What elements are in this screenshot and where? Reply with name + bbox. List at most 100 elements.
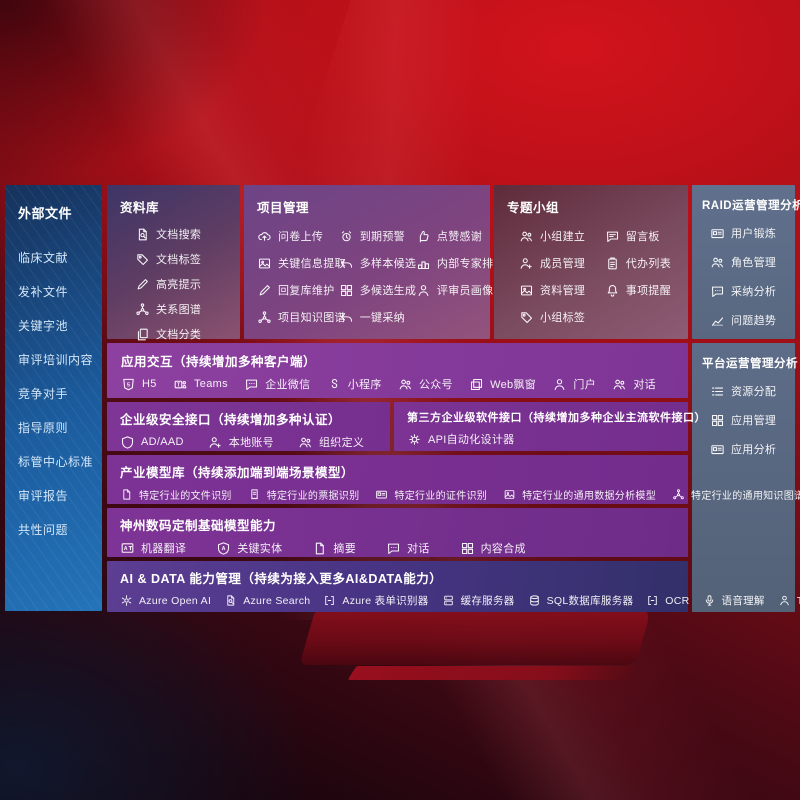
feature-item: 内部专家排名	[416, 255, 504, 271]
basemodel-title: 神州数码定制基础模型能力	[120, 519, 277, 533]
svg-text:A: A	[124, 546, 128, 552]
feature-item: 资料管理	[519, 282, 605, 298]
feature-item: 缓存服务器	[442, 593, 515, 608]
ad-aad-icon	[120, 435, 135, 450]
feature-label: 资源分配	[731, 386, 777, 398]
feature-label: TTS	[797, 595, 800, 607]
feature-item: 5 H5	[121, 377, 157, 392]
base-model-row: 神州数码定制基础模型能力 A 机器翻译 A 关键实体 摘要 对话 内容合成	[107, 508, 688, 557]
interaction-title: 应用交互（持续增加多种客户端）	[121, 355, 317, 369]
industry-model-row: 产业模型库（持续添加端到端场景模型） 特定行业的文件识别 特定行业的票据识别 特定行…	[107, 455, 800, 504]
feature-item: 组织定义	[298, 434, 364, 450]
material-manage-icon	[519, 283, 534, 298]
miniprogram-icon	[327, 377, 342, 392]
multi-candidate-icon	[339, 283, 354, 298]
feature-item: 公众号	[398, 376, 453, 392]
feature-label: 对话	[407, 543, 430, 555]
feature-label: OCR	[665, 594, 690, 607]
platform-title: 平台运营管理分析	[702, 358, 798, 370]
dialog-icon	[612, 377, 627, 392]
feature-item: 关系图谱	[135, 301, 240, 317]
alarm-icon	[339, 229, 354, 244]
reminder-icon	[605, 283, 620, 298]
summary-icon	[312, 541, 327, 556]
feature-label: 角色管理	[731, 257, 777, 269]
basemodel-item-row: A 机器翻译 A 关键实体 摘要 对话 内容合成	[120, 540, 676, 556]
feature-item: Azure Open AI	[120, 594, 211, 607]
knowledge-graph-model-icon	[672, 488, 685, 501]
feature-label: Azure Search	[243, 594, 311, 607]
ocr-icon	[646, 594, 659, 607]
adoption-analysis-icon	[710, 284, 725, 299]
feature-item: 问题趋势	[710, 312, 795, 328]
feature-item: 点赞感谢	[416, 228, 484, 244]
raid-analysis-panel: RAID运营管理分析 用户锻炼 角色管理 采纳分析 问题趋势	[692, 185, 800, 339]
feature-label: 小组建立	[540, 231, 586, 243]
reviewer-portrait-icon	[416, 283, 431, 298]
tts-icon	[778, 594, 791, 607]
platform-analysis-panel: 平台运营管理分析 资源分配 应用管理 应用分析	[692, 343, 798, 612]
feature-item: OCR	[646, 594, 689, 607]
feature-label: 文档标签	[156, 254, 202, 266]
azure-search-icon	[224, 594, 237, 607]
reply-maintain-icon	[257, 283, 272, 298]
feature-item: 一键采纳	[339, 309, 416, 325]
feature-label: 应用分析	[731, 444, 777, 456]
feature-label: Azure 表单识别器	[342, 595, 429, 607]
feature-item: Web飘窗	[469, 376, 536, 392]
feature-label: 特定行业的通用数据分析模型	[522, 491, 657, 502]
laptop-edge-highlight	[347, 666, 639, 680]
industry-title: 产业模型库（持续添加端到端场景模型）	[120, 466, 355, 480]
feature-item: 语音理解	[703, 593, 765, 608]
local-account-icon	[208, 435, 223, 450]
raid-item-list: 用户锻炼 角色管理 采纳分析 问题趋势	[710, 225, 795, 328]
feature-item: 摘要	[312, 540, 356, 556]
feature-item: 小程序	[327, 376, 382, 392]
feature-label: 小程序	[347, 379, 382, 391]
key-info-extract-icon	[257, 256, 272, 271]
one-click-adopt-icon	[339, 310, 354, 325]
feature-label: 特定行业的通用知识图谱模型	[691, 491, 800, 502]
feature-item: 成员管理	[519, 255, 605, 271]
security-item-row: AD/AAD 本地账号 组织定义	[120, 434, 378, 450]
feature-item: AD/AAD	[120, 435, 184, 450]
feature-label: 项目知识图谱	[278, 312, 346, 324]
api-gear-icon	[407, 432, 422, 447]
feature-label: 到期预警	[359, 231, 405, 243]
sidebar-item: 共性问题	[18, 523, 69, 537]
sidebar-item: 审评报告	[18, 489, 69, 503]
feature-label: 语音理解	[721, 595, 765, 607]
svg-text:5: 5	[127, 382, 130, 388]
laptop-photo-shape	[299, 605, 653, 665]
group-tag-icon	[519, 310, 534, 325]
cache-server-icon	[442, 594, 455, 607]
app-manage-icon	[710, 413, 725, 428]
data-analysis-model-icon	[503, 488, 516, 501]
sidebar-item: 发补文件	[18, 285, 69, 299]
feature-label: 摘要	[333, 543, 357, 555]
feature-item: 应用分析	[710, 441, 795, 457]
project-item-grid: 问卷上传 到期预警 点赞感谢 关键信息提取 多样本候选 内部专家排名 回复库维护 多候选生成 评…	[257, 228, 504, 325]
feature-item: 高亮提示	[135, 276, 240, 292]
feature-label: 问卷上传	[278, 231, 324, 243]
feature-label: 门户	[573, 379, 596, 391]
feature-item: SQL数据库服务器	[528, 593, 634, 608]
feature-item: 企业微信	[244, 376, 310, 392]
feature-label: 对话	[633, 379, 656, 391]
sidebar-item: 临床文献	[18, 251, 69, 265]
security-title: 企业级安全接口（持续增加多种认证）	[120, 413, 342, 427]
thirdparty-interface-panel: 第三方企业级软件接口（持续增加多种企业主流软件接口） API自动化设计器	[394, 402, 706, 451]
feature-item: 内容合成	[460, 540, 526, 556]
doc-search-icon	[135, 227, 150, 242]
thumbs-up-icon	[416, 229, 431, 244]
topic-group-panel: 专题小组 小组建立 留言板 成员管理 代办列表 资料管理 事项提醒 小组标签	[494, 185, 688, 339]
feature-label: H5	[142, 378, 157, 390]
azure-openai-icon	[120, 594, 133, 607]
sidebar-title: 外部文件	[18, 206, 73, 221]
feature-item: 事项提醒	[605, 282, 684, 298]
feature-label: 多候选生成	[359, 285, 417, 297]
sidebar-item: 标管中心标准	[18, 455, 94, 469]
project-title: 项目管理	[257, 201, 310, 215]
raid-title: RAID运营管理分析	[702, 200, 800, 212]
